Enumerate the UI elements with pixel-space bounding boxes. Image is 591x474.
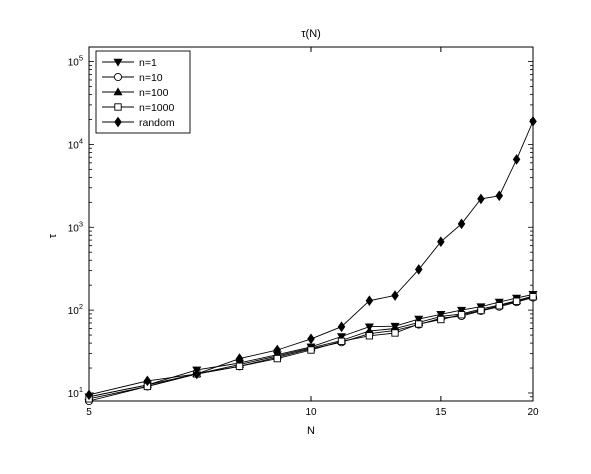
data-point [235,353,244,364]
y-tick-base: 10 [68,223,80,234]
data-point [414,264,423,275]
data-point [307,333,315,345]
y-tick-base: 10 [68,58,80,69]
y-axis-title: τ [47,233,59,238]
data-point [85,389,93,401]
data-point [512,154,521,165]
data-point [307,346,315,354]
data-point [365,332,374,340]
y-tick-label: 103 [68,219,83,234]
x-tick-label: 5 [86,407,92,418]
y-tick-base: 10 [68,389,80,400]
legend: n=1 n=10 n=100 n=1000 random [95,50,191,134]
data-point [477,306,485,315]
data-point [365,295,374,307]
series-line [88,121,534,396]
data-point [495,190,504,202]
y-tick-exponent: 2 [79,302,83,311]
data-point [457,311,466,319]
chart-title: τ(N) [301,28,321,40]
legend-label: n=1000 [139,102,174,114]
y-tick-base: 10 [68,140,80,151]
data-point [437,315,445,324]
legend-marker [114,116,122,128]
data-point [457,218,466,230]
data-point [273,354,281,363]
data-point [495,302,503,310]
y-tick-exponent: 1 [79,385,83,394]
legend-marker [114,103,122,111]
data-point [529,116,537,127]
data-point [512,297,521,305]
data-point [437,236,445,248]
y-tick-label: 105 [68,54,83,69]
legend-marker [113,72,123,82]
legend-label: random [139,117,175,129]
data-point [337,337,346,345]
data-point [273,344,282,356]
y-tick-label: 102 [68,302,83,317]
data-point [235,362,244,370]
data-point [143,375,152,387]
legend-label: n=100 [139,87,169,99]
y-tick-label: 101 [68,385,83,400]
data-point [391,329,399,337]
data-point [391,290,399,301]
data-point [477,193,485,205]
y-tick-exponent: 4 [79,136,83,145]
y-tick-label: 104 [68,136,83,151]
series-line [88,295,534,398]
series-line [88,296,534,400]
x-tick-label: 10 [305,407,317,418]
data-point [192,368,201,380]
x-tick-label: 20 [527,407,539,418]
data-point [529,293,537,301]
y-tick-exponent: 3 [79,219,83,228]
series-layer [84,116,538,406]
y-tick-exponent: 5 [79,54,83,63]
data-point [337,321,346,333]
legend-marker [113,58,123,67]
data-point [415,320,423,328]
x-tick-label: 15 [435,407,447,418]
x-axis-title: N [307,425,315,437]
legend-marker [113,87,123,96]
series-random [85,116,537,401]
legend-label: n=1 [139,57,157,69]
y-tick-base: 10 [68,306,80,317]
legend-label: n=10 [139,72,163,84]
